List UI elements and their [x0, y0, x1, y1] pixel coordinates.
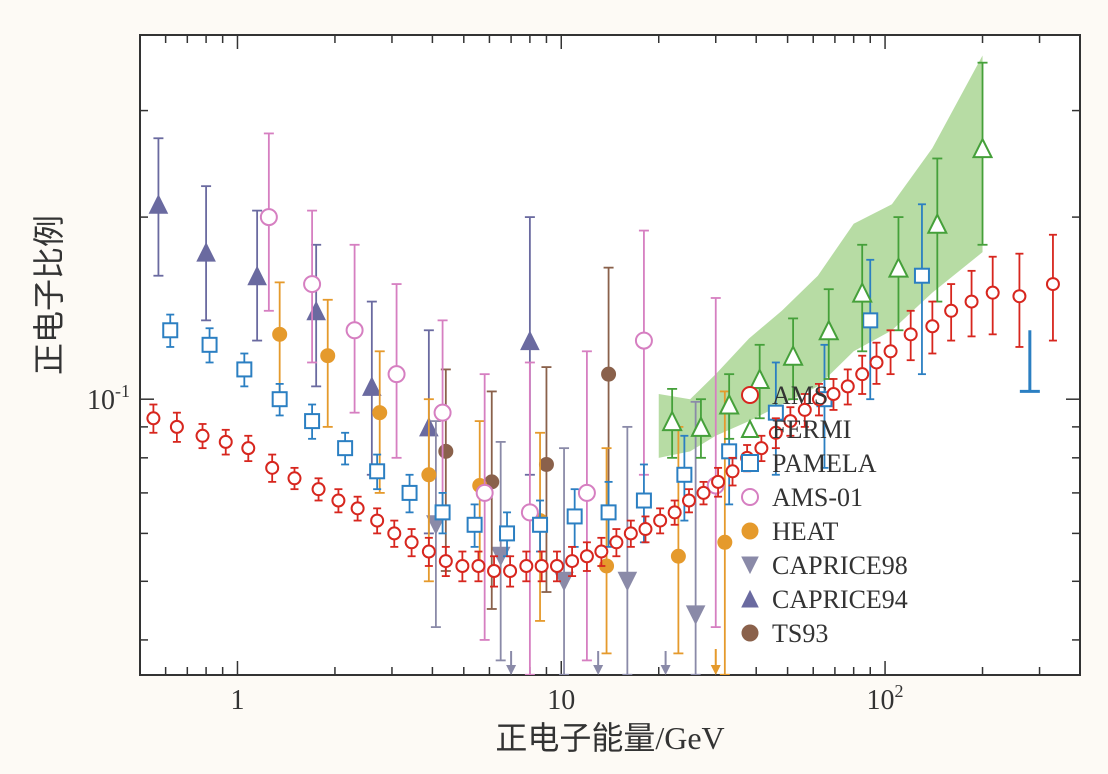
legend-label: FERMI [772, 415, 851, 444]
x-tick-label: 1 [230, 685, 244, 716]
legend-label: CAPRICE98 [772, 551, 908, 580]
y-axis-label: 正电子比例 [31, 215, 67, 375]
legend-label: AMS-01 [772, 483, 863, 512]
legend-label: CAPRICE94 [772, 585, 908, 614]
legend-label: HEAT [772, 517, 839, 546]
legend-label: TS93 [772, 619, 828, 648]
legend-label: AMS [772, 381, 828, 410]
chart-svg: 11010210-1正电子能量/GeV正电子比例AMSFERMIPAMELAAM… [0, 0, 1108, 774]
x-axis-label: 正电子能量/GeV [495, 720, 724, 756]
x-tick-label: 10 [547, 685, 575, 716]
legend-label: PAMELA [772, 449, 877, 478]
chart-container: 11010210-1正电子能量/GeV正电子比例AMSFERMIPAMELAAM… [0, 0, 1108, 774]
